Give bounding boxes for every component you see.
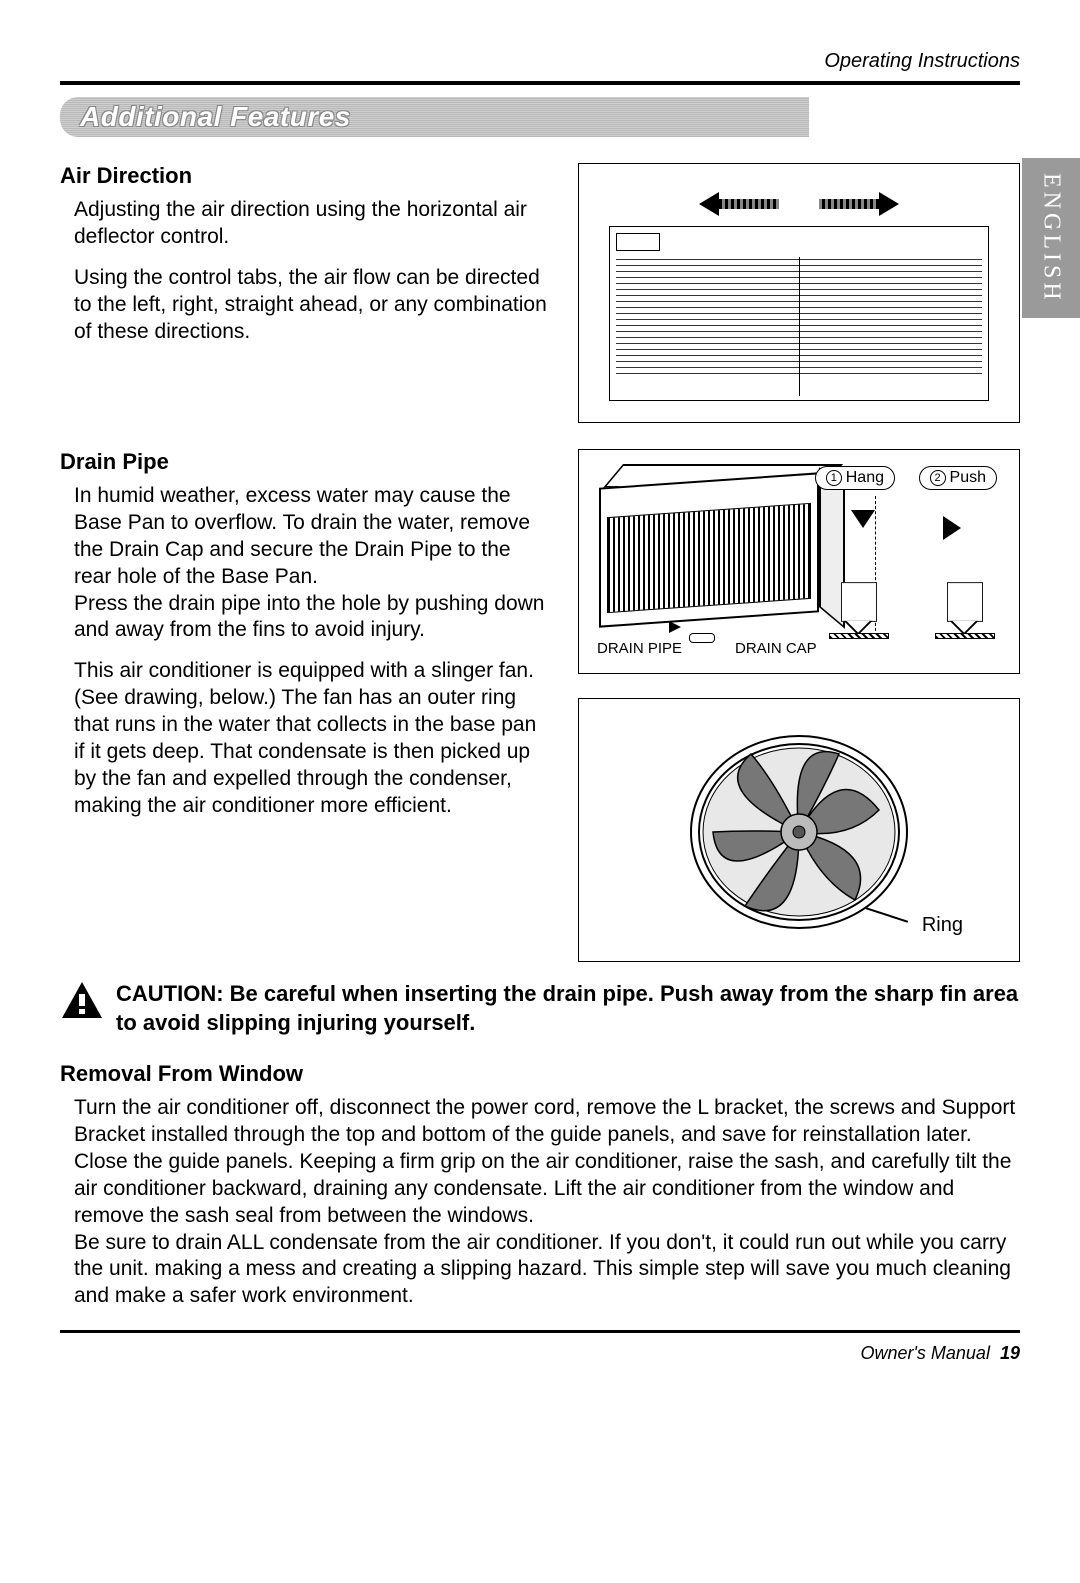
louver-control-panel-icon (616, 233, 660, 251)
fan-figure: Ring (578, 698, 1020, 962)
push-right-arrow-icon (943, 516, 961, 540)
language-tab: ENGLISH (1022, 158, 1080, 318)
footer-label: Owner's Manual (860, 1343, 990, 1363)
air-direction-p2: Using the control tabs, the air flow can… (74, 265, 550, 346)
drain-figure: 1 Hang 2 Push DRAIN PI (578, 449, 1020, 674)
page-footer: Owner's Manual 19 (60, 1343, 1020, 1364)
louver-arrows (699, 192, 899, 216)
removal-heading: Removal From Window (60, 1061, 1020, 1087)
hang-down-arrow-icon (851, 510, 875, 528)
page-header-breadcrumb: Operating Instructions (60, 50, 1020, 73)
removal-p1: Turn the air conditioner off, disconnect… (74, 1095, 1020, 1229)
hang-outline-arrow-icon (841, 582, 877, 622)
hang-platform-icon (829, 633, 889, 639)
air-direction-row: Air Direction Adjusting the air directio… (60, 163, 1020, 423)
louver-unit-diagram (609, 226, 989, 401)
drain-pipe-pointer-icon (669, 621, 681, 633)
bottom-rule (60, 1330, 1020, 1333)
warning-triangle-icon (60, 980, 104, 1020)
top-rule (60, 81, 1020, 85)
content-area: Air Direction Adjusting the air directio… (60, 163, 1020, 1310)
drain-pipe-p1: In humid weather, excess water may cause… (74, 483, 550, 591)
ac-grill-icon (607, 503, 811, 613)
louver-lines (616, 257, 982, 396)
hang-callout-label: Hang (846, 469, 884, 487)
drain-pipe-p2: Press the drain pipe into the hole by pu… (74, 591, 550, 645)
drain-pipe-row-1: Drain Pipe In humid weather, excess wate… (60, 449, 1020, 962)
drain-pipe-p3: This air conditioner is equipped with a … (74, 658, 550, 819)
arrow-right-icon (819, 192, 899, 216)
hang-callout: 1 Hang (815, 466, 895, 490)
drain-pipe-text: Drain Pipe In humid weather, excess wate… (60, 449, 550, 962)
drain-pipe-label: DRAIN PIPE (597, 640, 682, 657)
air-direction-heading: Air Direction (60, 163, 550, 189)
push-callout-num: 2 (930, 470, 946, 486)
arrow-left-icon (699, 192, 779, 216)
push-callout: 2 Push (919, 466, 997, 490)
section-banner: Additional Features (60, 97, 809, 137)
caution-row: CAUTION: Be careful when inserting the d… (60, 980, 1020, 1037)
slinger-fan-icon (679, 720, 919, 940)
caution-text: CAUTION: Be careful when inserting the d… (116, 980, 1020, 1037)
push-callout-label: Push (950, 469, 986, 487)
push-platform-icon (935, 633, 995, 639)
drain-pipe-icon (689, 633, 715, 643)
hang-callout-num: 1 (826, 470, 842, 486)
air-direction-figure-col (578, 163, 1020, 423)
removal-section: Removal From Window Turn the air conditi… (60, 1061, 1020, 1310)
ring-label: Ring (922, 914, 963, 937)
drain-cap-label: DRAIN CAP (735, 640, 817, 657)
drain-and-fan-figures: 1 Hang 2 Push DRAIN PI (578, 449, 1020, 962)
air-direction-text: Air Direction Adjusting the air directio… (60, 163, 550, 423)
footer-page-number: 19 (1000, 1343, 1020, 1363)
removal-p2: Be sure to drain ALL condensate from the… (74, 1230, 1020, 1311)
drain-pipe-heading: Drain Pipe (60, 449, 550, 475)
air-direction-p1: Adjusting the air direction using the ho… (74, 197, 550, 251)
section-banner-title: Additional Features (80, 101, 351, 132)
push-outline-arrow-icon (947, 582, 983, 622)
louver-figure (578, 163, 1020, 423)
